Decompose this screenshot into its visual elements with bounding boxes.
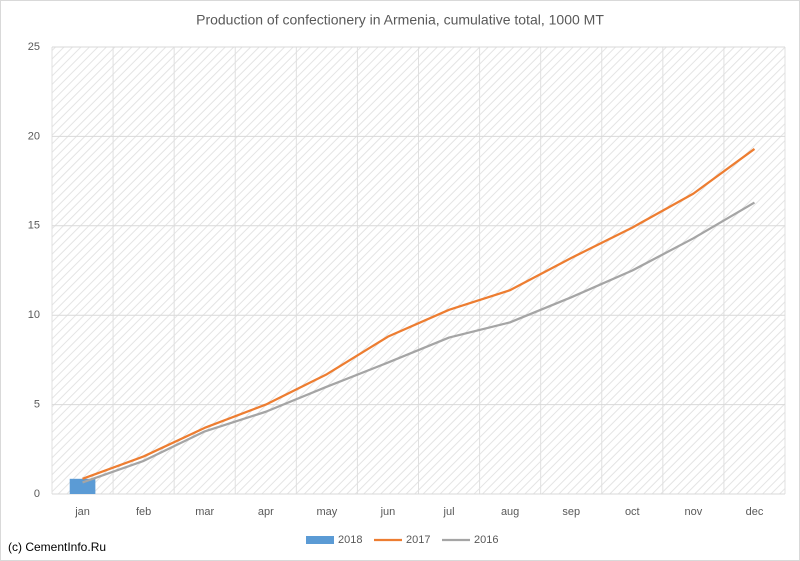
x-tick-label: aug (501, 506, 519, 518)
line-series (82, 148, 756, 480)
y-tick-label: 0 (34, 488, 40, 500)
chart-title: Production of confectionery in Armenia, … (196, 12, 604, 28)
x-tick-label: jan (74, 506, 90, 518)
x-tick-label: oct (625, 506, 640, 518)
x-tick-label: may (316, 506, 337, 518)
y-tick-label: 5 (34, 399, 40, 411)
x-tick-label: mar (195, 506, 214, 518)
line-series (82, 201, 756, 484)
x-tick-label: nov (685, 506, 703, 518)
x-tick-label: feb (136, 506, 151, 518)
source-note: (c) CementInfo.Ru (8, 540, 106, 554)
legend: 2018 2017 2016 (306, 534, 498, 546)
bar (69, 478, 96, 494)
y-tick-label: 10 (28, 309, 40, 321)
x-tick-label: jun (380, 506, 396, 518)
x-tick-label: sep (562, 506, 580, 518)
y-tick-label: 15 (28, 220, 40, 232)
x-tick-label: dec (746, 506, 764, 518)
legend-label: 2016 (474, 534, 498, 546)
x-tick-label: jul (443, 506, 455, 518)
legend-swatch (306, 536, 334, 544)
y-tick-label: 20 (28, 130, 40, 142)
x-tick-label: apr (258, 506, 274, 518)
legend-label: 2018 (338, 534, 362, 546)
y-tick-label: 25 (28, 41, 40, 53)
legend-label: 2017 (406, 534, 430, 546)
